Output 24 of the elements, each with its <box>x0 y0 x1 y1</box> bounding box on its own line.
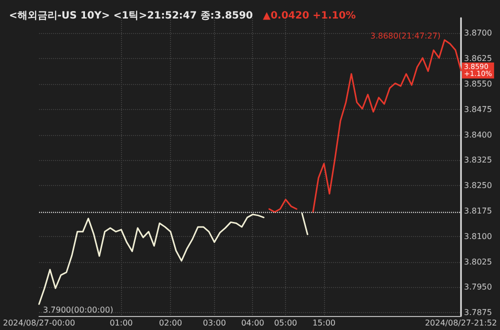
y-tick-label: 3.8175 <box>464 206 492 216</box>
y-tick-label: 3.8325 <box>464 156 492 165</box>
chart-title: <해외금리-US 10Y> <1틱>21:52:47 종:3.8590 <box>9 10 253 22</box>
x-tick-label: 05:00 <box>274 318 298 328</box>
x-tick-label: 04:00 <box>241 318 264 328</box>
y-tick-label: 3.7950 <box>464 282 492 292</box>
y-tick-label: 3.8400 <box>464 130 492 140</box>
y-tick-label: 3.8700 <box>464 28 492 38</box>
y-tick-label: 3.8100 <box>464 232 492 241</box>
annotation: 3.8680(21:47:27) <box>370 32 441 41</box>
y-tick-label: 3.8025 <box>464 257 492 266</box>
y-tick-label: 3.8625 <box>464 54 492 64</box>
annotation: 3.7900(00:00:00) <box>43 306 114 315</box>
y-tick-label: 3.8475 <box>464 104 492 114</box>
x-tick-label: 02:00 <box>159 318 182 328</box>
x-tick-label: 2024/08/27-00:00 <box>2 318 76 328</box>
x-tick-label: 01:00 <box>110 318 133 328</box>
x-tick-label: 03:00 <box>202 318 226 328</box>
y-tick-label: 3.8250 <box>464 181 492 190</box>
chart-subtitle: ▲0.0420 +1.10% <box>262 10 356 22</box>
y-tick-label: 3.7875 <box>464 308 492 318</box>
x-tick-label: 2024/08/27-21:52 <box>424 318 498 328</box>
x-tick-label: 15:00 <box>312 318 336 328</box>
y-tick-label: 3.8550 <box>464 80 492 89</box>
